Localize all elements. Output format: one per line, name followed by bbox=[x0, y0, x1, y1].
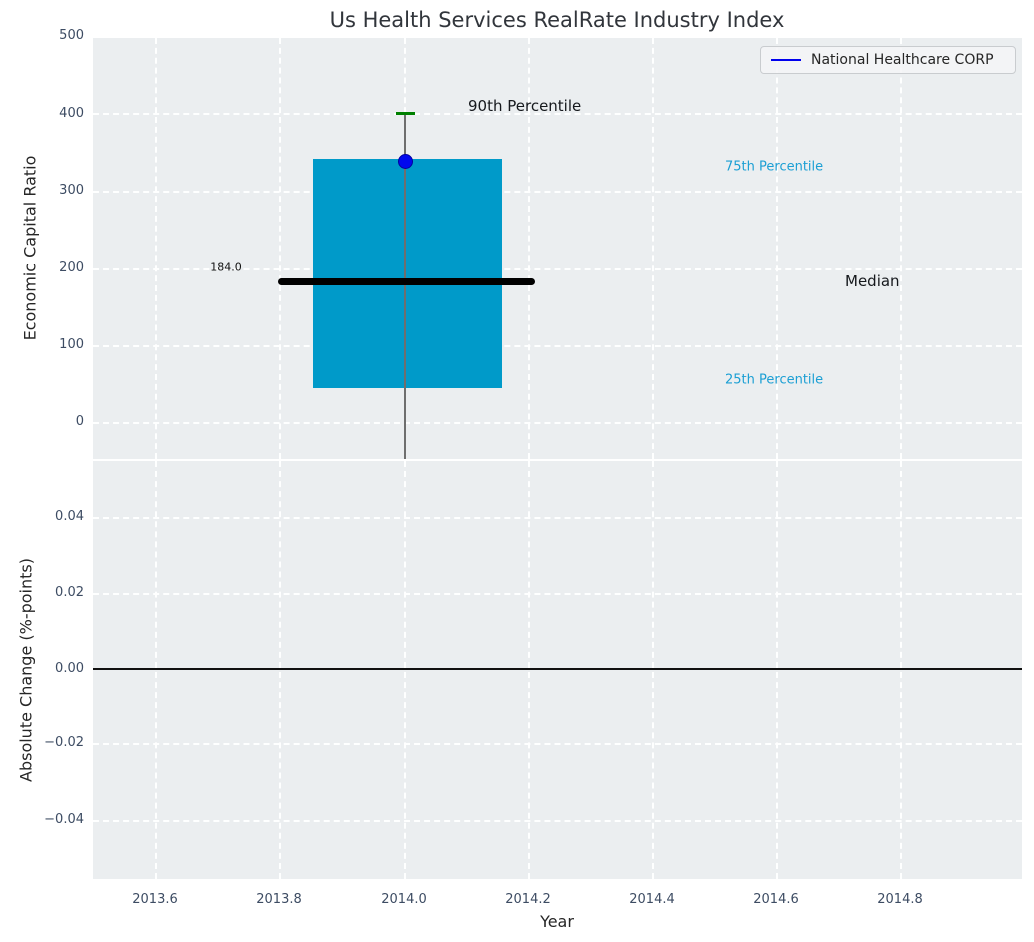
annotation-median: Median bbox=[845, 272, 900, 290]
gridline bbox=[93, 268, 1022, 270]
gridline bbox=[900, 461, 902, 879]
x-tick-label: 2013.8 bbox=[256, 892, 302, 907]
gridline bbox=[93, 345, 1022, 347]
gridline bbox=[528, 38, 530, 459]
box-interquartile-range bbox=[313, 159, 502, 388]
annotation-75th-percentile: 75th Percentile bbox=[725, 159, 824, 175]
y-tick-label: −0.02 bbox=[44, 735, 84, 750]
y-tick-label: 0.02 bbox=[55, 585, 84, 600]
x-tick-label: 2013.6 bbox=[132, 892, 178, 907]
p90-cap bbox=[396, 112, 415, 115]
y-tick-label: 500 bbox=[59, 28, 84, 43]
top-axes bbox=[93, 38, 1022, 459]
whisker-line bbox=[404, 114, 406, 459]
annotation-median-value: 184.0 bbox=[210, 260, 242, 274]
gridline bbox=[93, 191, 1022, 193]
y-tick-label: 0 bbox=[75, 414, 84, 429]
gridline bbox=[900, 38, 902, 459]
x-tick-label: 2014.8 bbox=[877, 892, 923, 907]
gridline bbox=[279, 38, 281, 459]
bottom-axes bbox=[93, 461, 1022, 879]
x-axis-label: Year bbox=[540, 912, 574, 931]
annotation-25th-percentile: 25th Percentile bbox=[725, 372, 824, 388]
y-tick-label: 200 bbox=[59, 260, 84, 275]
gridline bbox=[93, 743, 1022, 745]
y-tick-label: 0.00 bbox=[55, 661, 84, 676]
x-tick-label: 2014.4 bbox=[629, 892, 675, 907]
y-axis-label-top: Economic Capital Ratio bbox=[20, 155, 40, 341]
legend-line-swatch bbox=[771, 59, 801, 61]
y-tick-label: 300 bbox=[59, 183, 84, 198]
gridline bbox=[279, 461, 281, 879]
y-tick-label: 0.04 bbox=[55, 509, 84, 524]
gridline bbox=[155, 461, 157, 879]
gridline bbox=[93, 517, 1022, 519]
x-tick-label: 2014.0 bbox=[381, 892, 427, 907]
x-tick-label: 2014.2 bbox=[505, 892, 551, 907]
company-data-point bbox=[398, 154, 413, 169]
gridline bbox=[93, 113, 1022, 115]
y-tick-label: 400 bbox=[59, 106, 84, 121]
gridline bbox=[528, 461, 530, 879]
gridline bbox=[776, 38, 778, 459]
y-tick-label: 100 bbox=[59, 337, 84, 352]
gridline bbox=[404, 461, 406, 879]
zero-line bbox=[93, 668, 1022, 670]
chart-title: Us Health Services RealRate Industry Ind… bbox=[329, 8, 785, 32]
gridline bbox=[652, 38, 654, 459]
gridline bbox=[776, 461, 778, 879]
legend-label: National Healthcare CORP bbox=[811, 52, 994, 68]
gridline bbox=[93, 422, 1022, 424]
y-axis-label-bottom: Absolute Change (%-points) bbox=[16, 558, 36, 782]
y-tick-label: −0.04 bbox=[44, 812, 84, 827]
gridline bbox=[93, 820, 1022, 822]
gridline bbox=[93, 593, 1022, 595]
median-line bbox=[278, 278, 535, 285]
gridline bbox=[652, 461, 654, 879]
annotation-90th-percentile: 90th Percentile bbox=[468, 97, 582, 115]
x-tick-label: 2014.6 bbox=[753, 892, 799, 907]
gridline bbox=[155, 38, 157, 459]
legend: National Healthcare CORP bbox=[760, 46, 1016, 74]
